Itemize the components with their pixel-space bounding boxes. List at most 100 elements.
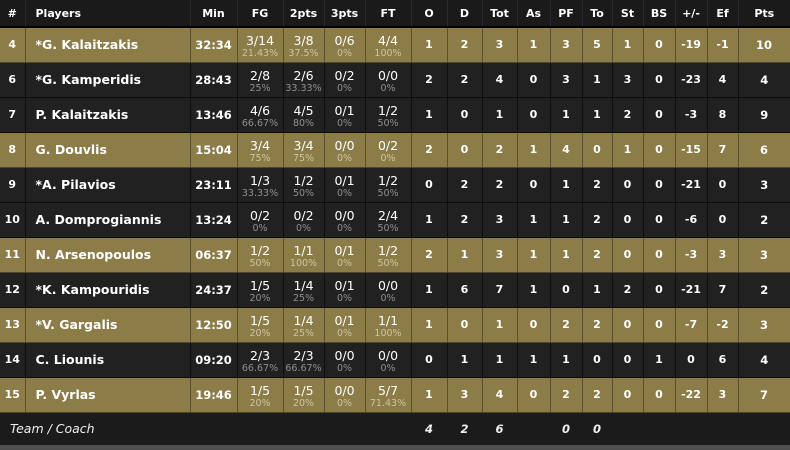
minutes-played: 28:43	[190, 61, 238, 98]
two-points-cell: 2/6 33.33%	[283, 61, 325, 98]
turnovers: 2	[582, 306, 613, 343]
3pts-percentage: 0%	[336, 397, 353, 409]
plus-minus: -21	[675, 166, 708, 203]
offensive-rebounds: 1	[411, 26, 448, 63]
team-blocks	[643, 412, 675, 445]
2pts-percentage: 100%	[289, 257, 318, 269]
player-name: *V. Gargalis	[25, 306, 191, 343]
three-points-cell: 0/2 0%	[324, 61, 366, 98]
defensive-rebounds: 2	[447, 61, 483, 98]
total-rebounds: 3	[482, 201, 518, 238]
player-number: 10	[0, 201, 26, 238]
offensive-rebounds: 2	[411, 236, 448, 273]
plus-minus: -19	[675, 26, 708, 63]
team-turnovers: 0	[582, 412, 612, 445]
3pts-made-attempted: 0/1	[334, 172, 355, 188]
offensive-rebounds: 2	[411, 61, 448, 98]
assists: 0	[517, 306, 551, 343]
free-throws-cell: 0/0 0%	[365, 341, 412, 378]
fg-percentage: 20%	[249, 292, 271, 304]
ft-percentage: 100%	[374, 327, 402, 339]
total-rebounds: 3	[482, 26, 518, 63]
free-throws-cell: 5/7 71.43%	[365, 376, 412, 413]
personal-fouls: 2	[550, 376, 583, 413]
2pts-made-attempted: 3/4	[293, 137, 314, 153]
minutes-played: 15:04	[190, 131, 238, 168]
defensive-rebounds: 0	[447, 131, 483, 168]
2pts-made-attempted: 0/2	[293, 207, 314, 223]
2pts-made-attempted: 2/6	[293, 67, 314, 83]
efficiency: -1	[707, 26, 739, 63]
personal-fouls: 3	[550, 61, 583, 98]
assists: 1	[517, 236, 551, 273]
points: 4	[738, 61, 790, 98]
ft-percentage: 50%	[377, 187, 399, 199]
free-throws-cell: 1/2 50%	[365, 236, 412, 273]
player-row: 6 *G. Kamperidis 28:43 2/8 25% 2/6 33.33…	[0, 61, 790, 98]
free-throws-cell: 0/0 0%	[365, 271, 412, 308]
player-name: A. Domprogiannis	[25, 201, 191, 238]
offensive-rebounds: 1	[411, 96, 448, 133]
defensive-rebounds: 2	[447, 26, 483, 63]
personal-fouls: 1	[550, 236, 583, 273]
column-header-two-points: 2pts	[283, 0, 325, 28]
plus-minus: -21	[675, 271, 708, 308]
two-points-cell: 1/4 25%	[283, 306, 325, 343]
blocks: 0	[643, 166, 676, 203]
free-throws-cell: 0/2 0%	[365, 131, 412, 168]
steals: 0	[612, 166, 644, 203]
3pts-percentage: 0%	[336, 222, 353, 234]
2pts-percentage: 50%	[292, 187, 315, 199]
turnovers: 1	[582, 271, 613, 308]
turnovers: 2	[582, 201, 613, 238]
fg-made-attempted: 1/5	[249, 277, 271, 293]
plus-minus: 0	[675, 341, 708, 378]
assists: 0	[517, 61, 551, 98]
total-rebounds: 4	[482, 376, 518, 413]
defensive-rebounds: 3	[447, 376, 483, 413]
fg-percentage: 50%	[249, 257, 271, 269]
two-points-cell: 3/4 75%	[283, 131, 325, 168]
player-number: 9	[0, 166, 26, 203]
total-rebounds: 4	[482, 61, 518, 98]
player-row: 12 *K. Kampouridis 24:37 1/5 20% 1/4 25%…	[0, 271, 790, 308]
2pts-made-attempted: 1/2	[293, 172, 314, 188]
plus-minus: -22	[675, 376, 708, 413]
ft-made-attempted: 1/1	[377, 312, 399, 328]
player-number: 12	[0, 271, 26, 308]
column-header-steals: St	[612, 0, 644, 28]
minutes-played: 12:50	[190, 306, 238, 343]
header-row: # Players Min FG 2pts 3pts FT O D Tot As PF To St BS +/…	[0, 0, 790, 28]
3pts-made-attempted: 0/1	[334, 312, 355, 328]
field-goals-cell: 1/5 20%	[237, 376, 284, 413]
player-name: P. Kalaitzakis	[25, 96, 191, 133]
ft-percentage: 50%	[377, 257, 399, 269]
player-number: 11	[0, 236, 26, 273]
turnovers: 2	[582, 166, 613, 203]
ft-made-attempted: 0/0	[377, 347, 399, 363]
blocks: 0	[643, 201, 676, 238]
efficiency: -2	[707, 306, 739, 343]
player-row: 7 P. Kalaitzakis 13:46 4/6 66.67% 4/5 80…	[0, 96, 790, 133]
player-row: 8 G. Douvlis 15:04 3/4 75% 3/4 75% 0/0 0…	[0, 131, 790, 168]
defensive-rebounds: 6	[447, 271, 483, 308]
defensive-rebounds: 2	[447, 166, 483, 203]
efficiency: 7	[707, 131, 739, 168]
efficiency: 0	[707, 201, 739, 238]
minutes-played: 23:11	[190, 166, 238, 203]
ft-percentage: 100%	[374, 47, 402, 59]
player-number: 7	[0, 96, 26, 133]
3pts-made-attempted: 0/0	[334, 382, 355, 398]
field-goals-cell: 1/2 50%	[237, 236, 284, 273]
fg-percentage: 66.67%	[241, 362, 279, 374]
minutes-played: 32:34	[190, 26, 238, 63]
minutes-played: 19:46	[190, 376, 238, 413]
field-goals-cell: 1/5 20%	[237, 306, 284, 343]
fg-made-attempted: 0/2	[249, 207, 271, 223]
turnovers: 2	[582, 376, 613, 413]
player-number: 15	[0, 376, 26, 413]
defensive-rebounds: 0	[447, 306, 483, 343]
2pts-made-attempted: 1/5	[293, 382, 314, 398]
assists: 1	[517, 341, 551, 378]
